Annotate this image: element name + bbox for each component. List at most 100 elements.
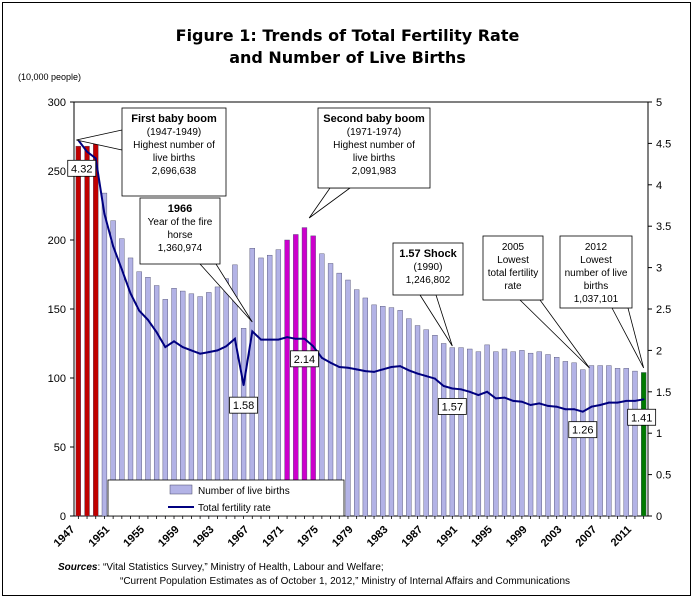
left-axis-tick-label: 300 [48, 97, 66, 109]
tfr-point [625, 400, 628, 402]
rate-label: 4.32 [71, 163, 92, 175]
tfr-point [251, 330, 254, 333]
tfr-point [303, 337, 306, 340]
x-axis-tick-label: 1959 [156, 524, 182, 550]
births-bar-1952 [119, 238, 125, 517]
tfr-point [494, 397, 497, 400]
tfr-point [286, 336, 288, 339]
tfr-point [173, 340, 175, 343]
tfr-point [512, 400, 515, 402]
tfr-point [225, 345, 228, 348]
births-bar-1951 [110, 220, 116, 517]
sources-label: Sources [58, 562, 98, 573]
tfr-point [364, 370, 367, 372]
callout-text: 2005 [502, 242, 525, 253]
tfr-point [416, 372, 419, 375]
callout-text: Lowest [580, 255, 612, 266]
births-bar-1970 [275, 249, 282, 517]
callout-text: Highest number of [333, 140, 415, 151]
births-bar-1981 [371, 304, 377, 517]
tfr-point [642, 398, 645, 401]
right-axis-tick-label: 2 [656, 345, 662, 357]
tfr-point [155, 331, 158, 334]
births-bar-1982 [380, 306, 386, 517]
births-bar-2007 [597, 365, 603, 517]
callout-text: live births [353, 153, 395, 164]
tfr-point [138, 309, 141, 312]
tfr-point [277, 338, 280, 341]
tfr-point [112, 245, 115, 247]
left-axis-tick-label: 200 [48, 235, 66, 247]
callout-text: 1,037,101 [574, 294, 619, 305]
rate-label: 1.58 [233, 400, 254, 412]
callout-text: First baby boom [131, 113, 217, 125]
x-axis-tick-label: 2007 [573, 524, 599, 550]
births-bar-1968 [258, 257, 264, 517]
tfr-point [599, 404, 602, 406]
tfr-point [347, 366, 349, 369]
callout-text: 1966 [168, 203, 192, 215]
births-bar-2009 [614, 368, 621, 517]
tfr-point [355, 368, 358, 371]
x-axis-tick-label: 1963 [191, 524, 217, 550]
tfr-point [320, 356, 323, 359]
right-axis-tick-label: 3.5 [656, 221, 671, 233]
callout-box [392, 242, 464, 296]
x-axis-tick-label: 1991 [434, 524, 460, 550]
births-bar-1992 [467, 348, 473, 517]
rate-label: 2.14 [294, 354, 315, 366]
tfr-point [329, 361, 332, 364]
tfr-point [634, 400, 636, 402]
sources-line-2: “Current Population Estimates as of Octo… [120, 576, 571, 587]
rate-label: 1.41 [631, 412, 652, 424]
births-bar-2008 [606, 365, 612, 517]
x-axis-tick-label: 2011 [609, 524, 634, 549]
births-bar-1993 [475, 351, 482, 517]
births-bar-2011 [632, 370, 638, 517]
tfr-point [590, 405, 593, 408]
callout-box [121, 107, 227, 197]
tfr-point [390, 366, 393, 368]
callout-text: Second baby boom [323, 113, 425, 125]
tfr-point [381, 368, 384, 371]
tfr-point [338, 366, 341, 368]
births-bar-1975 [319, 253, 325, 517]
callout-text: Lowest [497, 255, 529, 266]
births-bar-2000 [536, 351, 542, 517]
tfr-point [129, 292, 132, 295]
callout-text: total fertility [488, 268, 539, 279]
rate-label-box [67, 159, 97, 177]
x-axis-tick-label: 1999 [504, 524, 530, 550]
tfr-point [216, 349, 219, 352]
callout-text: 1,246,802 [406, 275, 451, 286]
x-axis-tick-label: 1975 [295, 524, 321, 550]
right-axis-tick-label: 1.5 [656, 387, 671, 399]
births-bar-1979 [354, 289, 360, 517]
tfr-point [373, 371, 375, 373]
tfr-point [607, 401, 610, 404]
births-bar-1977 [336, 272, 342, 517]
left-axis-tick-label: 250 [48, 166, 66, 178]
right-axis-tick-label: 1 [656, 428, 662, 440]
right-axis-tick-label: 5 [656, 97, 662, 109]
callout-box [482, 235, 544, 301]
callout-text: 1,360,974 [158, 243, 203, 254]
callout-text: number of live [565, 268, 628, 279]
legend-swatch-births [169, 484, 193, 495]
callout-box [559, 235, 633, 309]
births-bar-1947 [75, 145, 81, 517]
births-bar-1969 [267, 254, 273, 517]
tfr-point [520, 400, 523, 403]
rate-label-box [568, 421, 598, 439]
births-bar-1972 [293, 234, 299, 517]
left-axis-tick-label: 0 [60, 511, 66, 523]
tfr-point [425, 375, 428, 377]
callout-text: live births [153, 153, 195, 164]
rate-label-box [229, 396, 258, 414]
births-bar-1949 [93, 143, 99, 517]
tfr-point [564, 408, 567, 411]
tfr-point [190, 349, 193, 352]
tfr-point [503, 396, 506, 399]
births-bar-1985 [406, 318, 412, 517]
